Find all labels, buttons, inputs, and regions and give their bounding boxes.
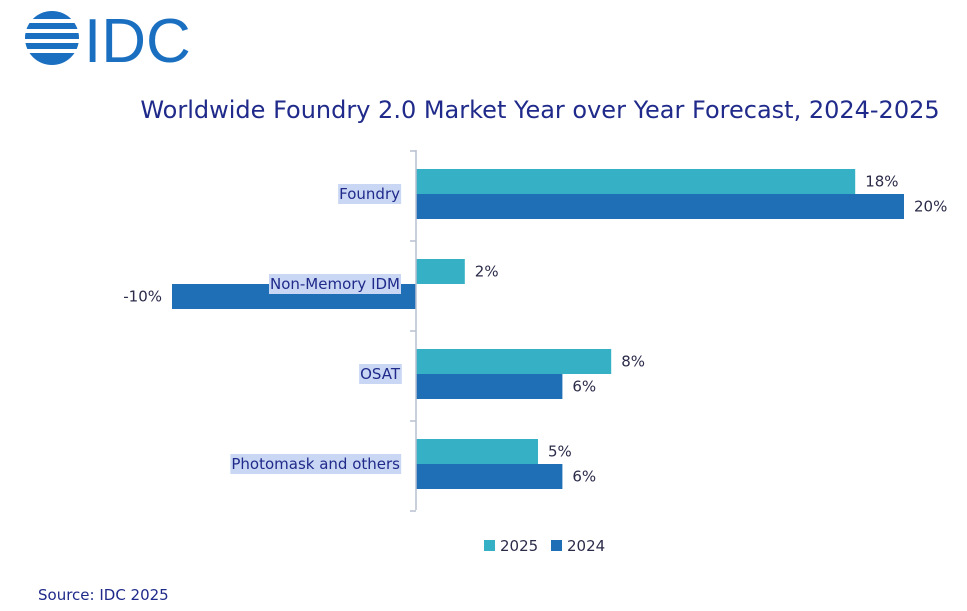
idc-logo: IDC [22,8,191,68]
category-label: Foundry [339,185,400,203]
source-note: Source: IDC 2025 [38,586,169,604]
category-label-highlight [338,184,402,204]
axis-ticks [410,150,416,512]
bar-2025-1 [416,259,465,284]
bars-group [172,169,904,489]
legend-label-2024: 2024 [567,537,605,555]
category-label: Non-Memory IDM [270,275,400,293]
labels-group: Foundry 18% 20% Non-Memory IDM 2% -10% OSAT 8% 6… [123,173,947,486]
data-label: 8% [621,353,645,371]
legend-label-2025: 2025 [500,537,538,555]
legend: 2025 2024 [484,537,605,555]
legend-swatch-2025 [484,540,495,551]
category-label: OSAT [360,365,401,383]
data-label: 6% [572,378,596,396]
data-label: 18% [865,173,898,191]
logo-text: IDC [84,8,191,68]
chart-title: Worldwide Foundry 2.0 Market Year over Y… [140,96,939,124]
bar-2024-0 [416,194,904,219]
bar-2025-3 [416,439,538,464]
category-label-highlight [359,364,402,384]
bar-2025-2 [416,349,612,374]
bar-2025-0 [416,169,856,194]
globe-icon [22,11,82,65]
data-label: -10% [123,288,162,306]
data-label: 6% [572,468,596,486]
bar-2024-3 [416,464,563,489]
data-label: 5% [548,443,572,461]
category-label-highlight [268,274,401,294]
data-label: 2% [475,263,499,281]
data-label: 20% [914,198,947,216]
category-label: Photomask and others [231,455,400,473]
legend-swatch-2024 [551,540,562,551]
bar-2024-2 [416,374,563,399]
category-label-highlight [230,454,402,474]
